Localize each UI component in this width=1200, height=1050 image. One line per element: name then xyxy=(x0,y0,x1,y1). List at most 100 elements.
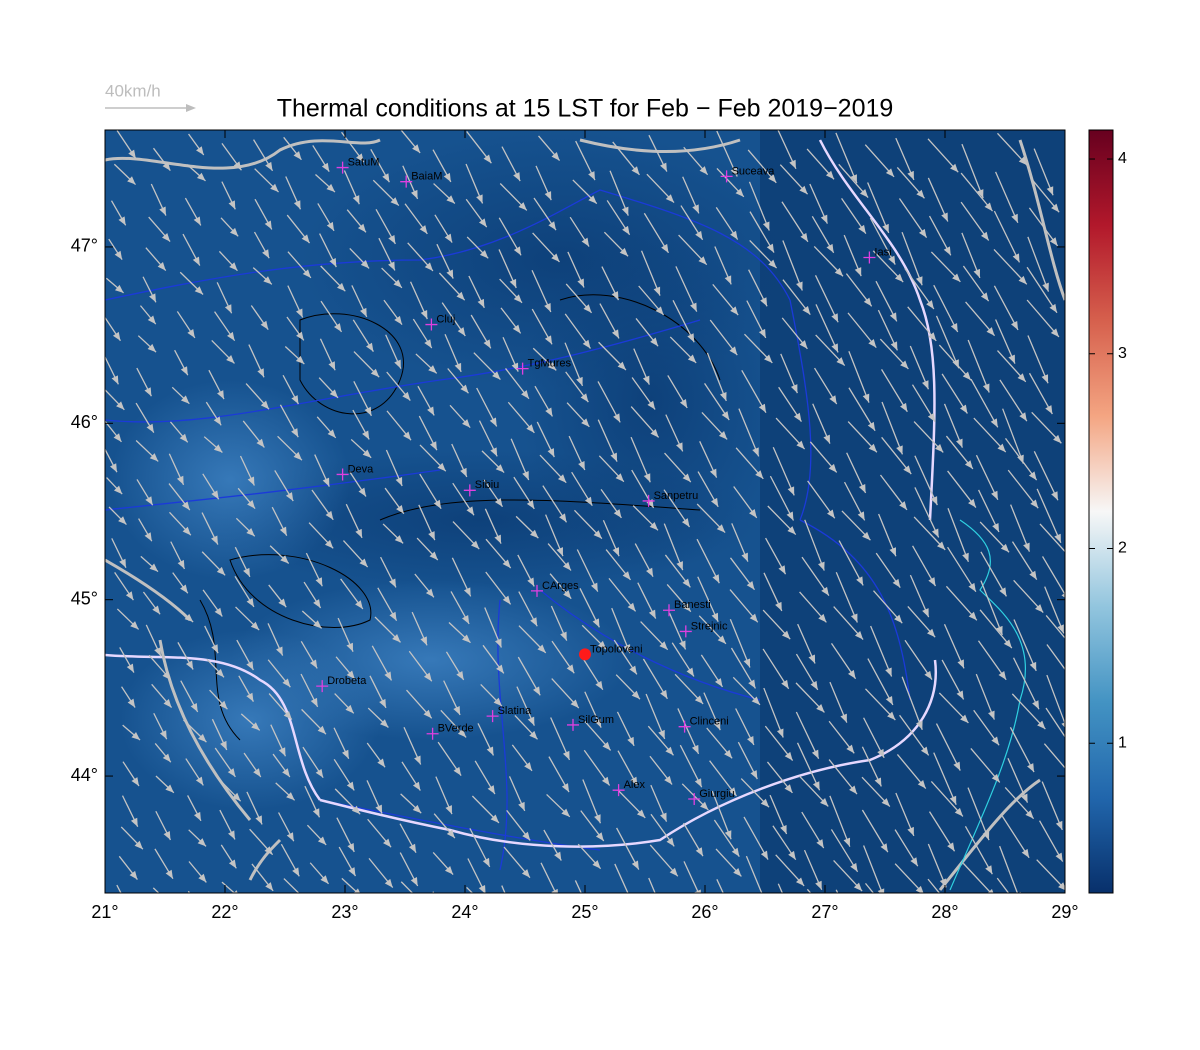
wind-arrowhead xyxy=(915,276,923,286)
wind-arrowhead xyxy=(301,234,310,244)
wind-arrow xyxy=(967,339,990,393)
wind-arrowhead xyxy=(487,785,495,795)
wind-arrowhead xyxy=(831,343,839,353)
wind-arrowhead xyxy=(699,166,708,175)
wind-arrowhead xyxy=(631,166,640,175)
wind-arrowhead xyxy=(629,665,637,675)
wind-arrowhead xyxy=(836,357,845,366)
wind-arrowhead xyxy=(899,501,907,510)
wind-arrowhead xyxy=(1000,543,1010,553)
wind-arrowhead xyxy=(1011,320,1019,330)
wind-arrowhead xyxy=(999,587,1007,597)
wind-arrowhead xyxy=(165,784,174,793)
wind-arrowhead xyxy=(799,340,808,349)
wind-arrowhead xyxy=(194,286,204,295)
wind-arrowhead xyxy=(954,807,963,817)
wind-legend-label: 40km/h xyxy=(105,81,161,100)
wind-arrowhead xyxy=(522,471,529,481)
wind-arrowhead xyxy=(1065,552,1073,560)
wind-arrowhead xyxy=(460,467,467,477)
wind-arrowhead xyxy=(885,667,892,677)
wind-arrowhead xyxy=(278,747,286,757)
wind-arrowhead xyxy=(420,310,428,320)
wind-arrowhead xyxy=(159,206,166,216)
wind-arrowhead xyxy=(959,404,968,414)
wind-arrow xyxy=(612,897,637,923)
wind-arrowhead xyxy=(976,189,984,199)
wind-arrowhead xyxy=(293,151,302,160)
wind-arrowhead xyxy=(976,933,983,942)
wind-arrowhead xyxy=(537,644,546,653)
wind-arrowhead xyxy=(1055,820,1063,830)
wind-arrowhead xyxy=(580,393,589,403)
wind-arrowhead xyxy=(479,249,489,259)
wind-arrowhead xyxy=(547,448,555,458)
wind-arrow xyxy=(1041,781,1063,831)
wind-arrowhead xyxy=(760,850,769,860)
wind-arrowhead xyxy=(752,447,759,457)
wind-arrowhead xyxy=(755,470,764,479)
wind-arrow xyxy=(1045,707,1065,738)
wind-arrowhead xyxy=(182,526,191,536)
admin-borders xyxy=(105,189,911,871)
wind-arrowhead xyxy=(393,279,402,288)
wind-arrowhead xyxy=(346,781,355,791)
wind-arrowhead xyxy=(384,671,392,681)
wind-arrowhead xyxy=(648,609,656,619)
wind-arrowhead xyxy=(220,740,227,750)
city-marker xyxy=(486,710,499,723)
wind-arrowhead xyxy=(885,168,895,177)
wind-arrowhead xyxy=(1046,186,1054,196)
wind-arrow xyxy=(1043,743,1065,769)
wind-arrowhead xyxy=(1023,542,1030,552)
wind-arrowhead xyxy=(1029,661,1037,671)
wind-arrowhead xyxy=(602,741,611,751)
plain xyxy=(110,380,350,580)
wind-arrowhead xyxy=(213,416,222,426)
wind-arrowhead xyxy=(921,380,929,390)
wind-arrowhead xyxy=(985,865,993,875)
wind-arrowhead xyxy=(615,473,624,482)
wind-arrowhead xyxy=(760,798,770,808)
wind-arrowhead xyxy=(187,329,195,338)
wind-arrowhead xyxy=(627,736,635,746)
city-label: BaiaM xyxy=(411,171,442,183)
wind-arrowhead xyxy=(903,465,912,475)
wind-arrowhead xyxy=(184,613,194,623)
wind-arrowhead xyxy=(927,628,936,638)
wind-arrowhead xyxy=(227,331,235,341)
wind-arrowhead xyxy=(559,513,567,523)
wind-arrowhead xyxy=(562,750,570,760)
wind-arrowhead xyxy=(787,526,796,535)
wind-arrow xyxy=(867,658,894,706)
wind-arrowhead xyxy=(746,581,755,590)
wind-arrowhead xyxy=(476,194,483,204)
wind-arrowhead xyxy=(345,704,354,714)
wind-arrowhead xyxy=(414,755,421,765)
wind-arrow xyxy=(796,742,821,791)
wind-arrowhead xyxy=(433,499,442,509)
wind-arrowhead xyxy=(900,402,908,412)
colorbar-tick-label: 1 xyxy=(1118,734,1127,751)
wind-arrowhead xyxy=(957,659,964,669)
wind-arrowhead xyxy=(646,567,654,577)
wind-arrowhead xyxy=(527,716,535,726)
wind-arrowhead xyxy=(724,275,732,285)
wind-arrow xyxy=(914,455,938,506)
wind-arrowhead xyxy=(629,915,637,923)
wind-arrowhead xyxy=(713,721,721,731)
wind-arrowhead xyxy=(310,697,318,707)
wind-arrowhead xyxy=(346,642,354,652)
wind-arrowhead xyxy=(296,331,304,341)
wind-arrowhead xyxy=(551,888,558,893)
colorbar-axis: 1 2 3 4 xyxy=(1089,150,1127,751)
wind-arrow xyxy=(1045,615,1065,640)
wind-arrowhead xyxy=(317,836,327,845)
wind-arrow xyxy=(1033,148,1054,196)
wind-arrowhead xyxy=(724,749,733,759)
wind-arrowhead xyxy=(926,300,934,309)
wind-arrow xyxy=(848,351,870,403)
wind-arrowhead xyxy=(437,462,446,472)
wind-arrowhead xyxy=(949,795,957,805)
wind-arrowhead xyxy=(1054,533,1061,543)
